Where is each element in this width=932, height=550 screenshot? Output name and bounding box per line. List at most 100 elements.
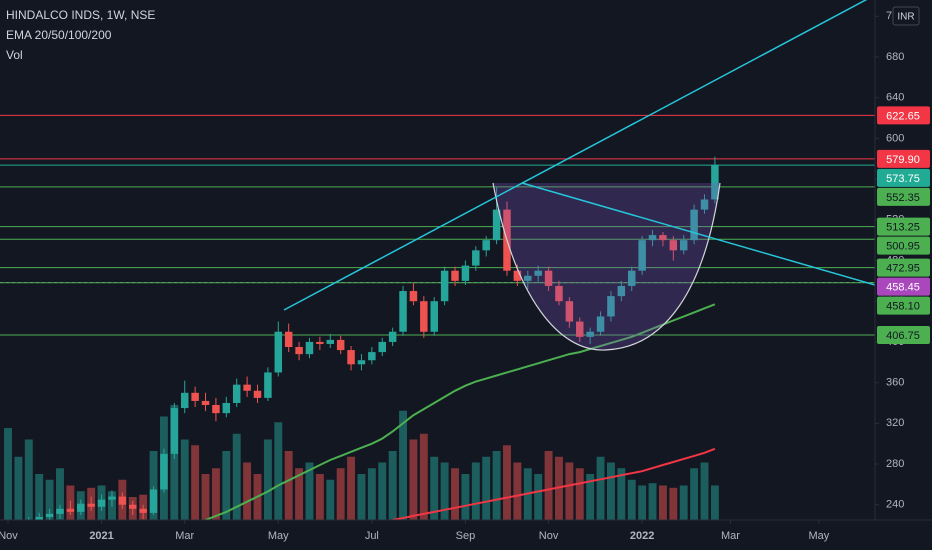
volume-bar <box>149 451 158 520</box>
candle-body <box>77 503 85 512</box>
volume-bar <box>56 468 64 520</box>
candle-body <box>638 240 646 271</box>
volume-bar <box>710 485 719 520</box>
volume-bar <box>658 485 667 520</box>
candle-body <box>180 392 189 409</box>
volume-bar <box>690 468 699 520</box>
y-tick-label: 600 <box>886 132 904 144</box>
candle-body <box>690 209 698 241</box>
y-tick-label: 280 <box>886 458 904 470</box>
candle-body <box>586 331 594 337</box>
volume-bar <box>180 439 189 520</box>
volume-bar <box>357 474 366 520</box>
candle-body <box>305 341 314 355</box>
y-tick-label: 680 <box>886 51 904 63</box>
volume-bar <box>263 439 272 520</box>
candle-body <box>35 516 43 520</box>
volume-bar <box>669 487 678 520</box>
candle-body <box>430 301 438 332</box>
candle-body <box>461 265 470 281</box>
price-label: 579.90 <box>886 154 920 166</box>
volume-bar <box>388 451 397 520</box>
candle-body <box>274 331 283 373</box>
volume-bar <box>399 410 407 520</box>
plot-area <box>0 114 875 520</box>
price-label-box <box>877 149 930 168</box>
candle-body <box>336 339 345 351</box>
candle-body <box>264 372 272 398</box>
y-tick-label: 320 <box>886 417 904 429</box>
indicator-label: Vol <box>6 48 23 62</box>
volume-bar <box>378 462 387 520</box>
price-label: 622.65 <box>886 110 920 122</box>
x-tick-label: Mar <box>175 530 194 542</box>
candle-body <box>284 331 293 348</box>
x-tick-label: Nov <box>0 530 18 542</box>
candle-body <box>555 285 563 302</box>
volume-bar <box>191 445 200 520</box>
volume-bar <box>232 433 241 520</box>
price-label: 500.95 <box>886 241 920 253</box>
candle-body <box>451 270 459 281</box>
candle-body <box>212 405 220 414</box>
volume-bar <box>274 422 283 520</box>
currency-box <box>892 6 920 26</box>
candle-body <box>513 270 522 281</box>
volume-bar <box>201 474 210 520</box>
volume-bar <box>513 462 522 520</box>
volume-bar <box>575 468 584 520</box>
volume-bar <box>14 456 23 520</box>
candle-body <box>669 240 678 251</box>
candle-body <box>87 503 95 507</box>
candle-body <box>544 270 553 286</box>
drawings <box>283 0 875 351</box>
candle-body <box>627 270 636 286</box>
volume-bar <box>222 451 231 520</box>
cup-shape <box>492 182 721 351</box>
trend-line <box>521 182 875 286</box>
candle-body <box>378 341 386 353</box>
volume-bar <box>544 451 553 520</box>
candle-body <box>607 296 615 317</box>
volume-bar <box>336 468 345 520</box>
price-label-box <box>877 326 930 345</box>
price-label: 406.75 <box>886 330 920 342</box>
candle-body <box>659 235 667 241</box>
candle-body <box>388 331 397 342</box>
candle-body <box>66 508 75 512</box>
candle-body <box>565 301 574 322</box>
candle-body <box>492 209 501 241</box>
candle-body <box>191 392 199 401</box>
candle-body <box>316 341 324 344</box>
candle-body <box>357 360 366 365</box>
volume-bar <box>679 485 688 520</box>
volume-bar <box>45 479 54 520</box>
candle-body <box>368 352 376 361</box>
candle-body <box>482 240 490 251</box>
volume-bar <box>482 456 491 520</box>
candle-body <box>576 321 584 337</box>
candle-body <box>524 275 532 281</box>
volume-bar <box>326 479 335 520</box>
trend-line <box>283 0 868 311</box>
candle-body <box>617 285 626 297</box>
volume-bar <box>347 456 356 520</box>
x-tick-label: Nov <box>539 530 559 542</box>
volume-bar <box>492 451 501 520</box>
volume-bar <box>503 445 511 520</box>
volume-bar <box>534 474 543 520</box>
candle-body <box>648 235 657 241</box>
price-label: 513.25 <box>886 222 920 234</box>
candle-body <box>222 402 231 414</box>
candle-body <box>399 291 407 332</box>
x-tick-label: Sep <box>456 530 476 542</box>
volume-bar <box>638 485 647 520</box>
candle-body <box>149 489 158 513</box>
y-tick-label: 360 <box>886 377 904 389</box>
x-tick-label: Mar <box>721 530 740 542</box>
volume-bar <box>617 468 626 520</box>
candle-body <box>97 499 106 507</box>
candle-body <box>139 508 147 513</box>
ema-line <box>392 447 716 520</box>
